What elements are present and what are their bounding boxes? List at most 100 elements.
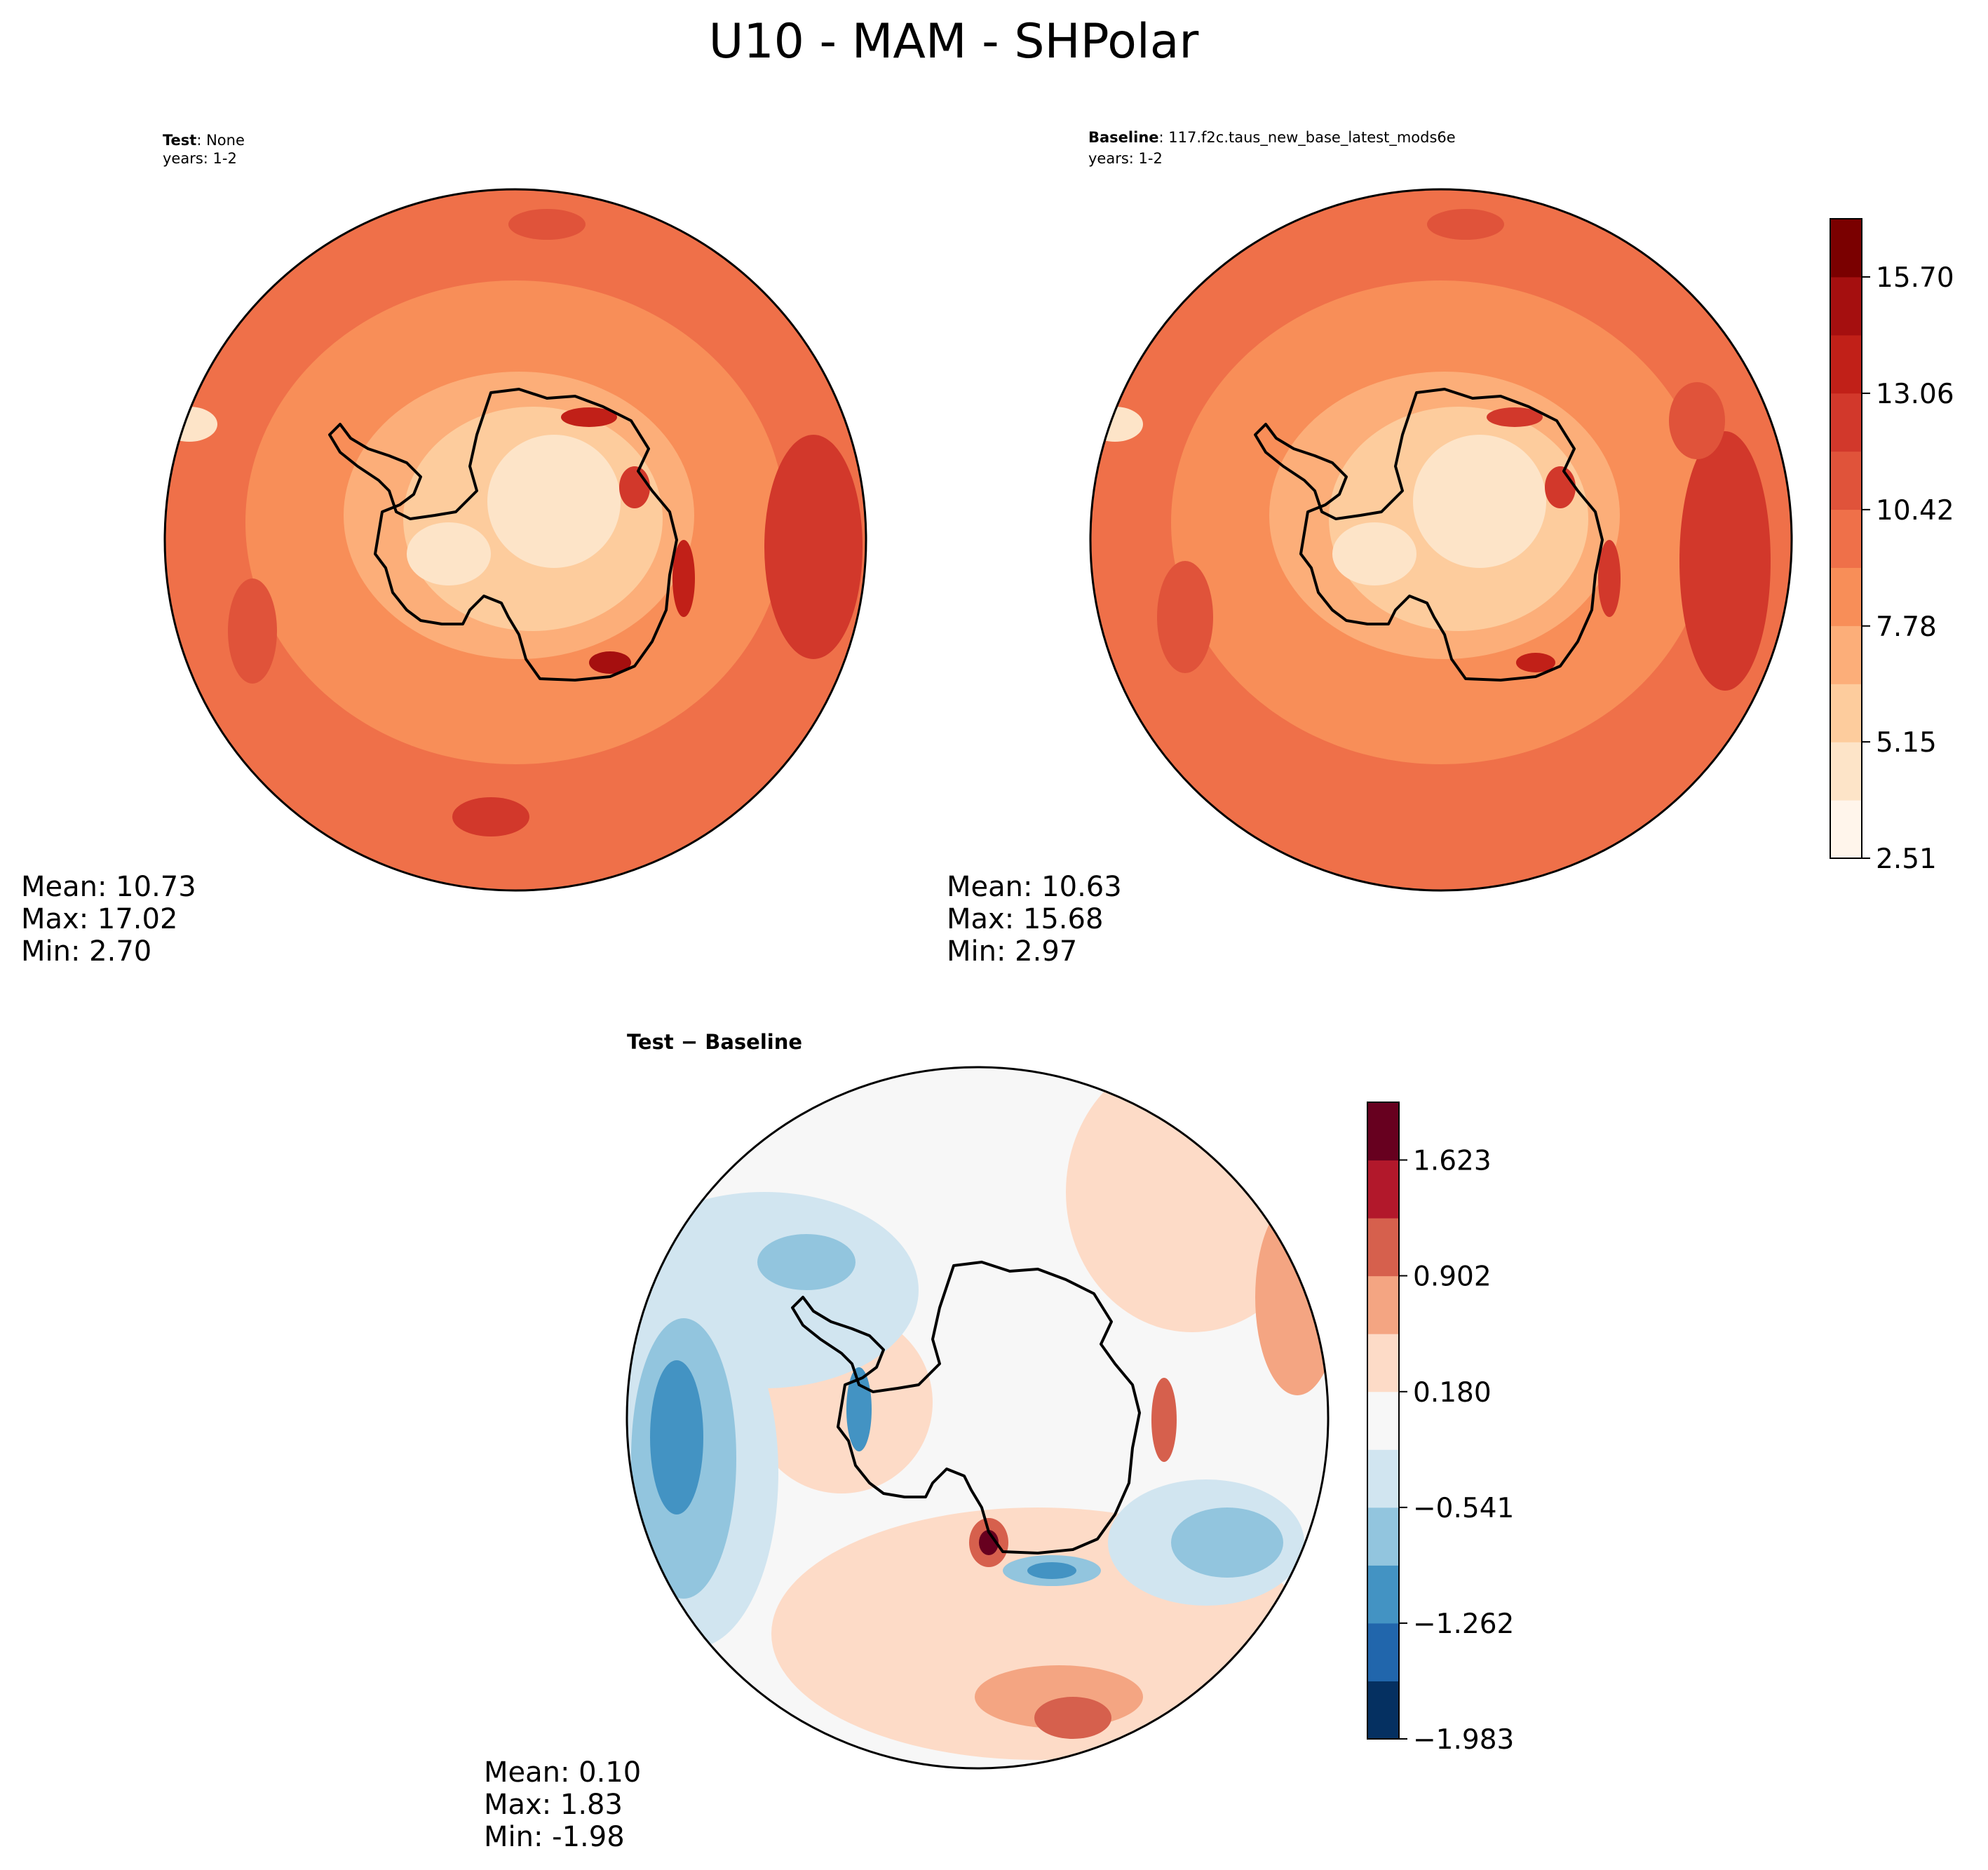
diff-colorbar-ticks: −1.983 −1.262 −0.541 0.180 0.902 1.623 xyxy=(1399,1145,1514,1756)
baseline-ice-shelf xyxy=(1332,522,1416,585)
test-label-bold: Test xyxy=(163,132,196,149)
test-katabatic-3 xyxy=(672,540,695,617)
main-colorbar-tick-label-2: 7.78 xyxy=(1876,611,1937,643)
test-map xyxy=(165,189,866,890)
diff-neg-east-core xyxy=(1171,1507,1283,1578)
main-colorbar-band-3 xyxy=(1830,625,1862,684)
test-katabatic-4 xyxy=(589,651,631,674)
diff-panel: Test − Baseline Mean: 0.10 xyxy=(484,1030,1330,1853)
main-colorbar-band-8 xyxy=(1830,334,1862,394)
test-jet-core-east xyxy=(764,435,863,659)
diff-colorbar-band-0 xyxy=(1367,1681,1399,1740)
diff-colorbar-band-9 xyxy=(1367,1160,1399,1219)
diff-title: Test − Baseline xyxy=(627,1030,802,1054)
main-colorbar-tick-label-0: 2.51 xyxy=(1876,843,1937,875)
diff-stat-mean: Mean: 0.10 xyxy=(484,1756,641,1789)
diff-neg-west-core xyxy=(650,1360,703,1515)
baseline-label-rest: : 117.f2c.taus_new_base_latest_mods6e xyxy=(1159,129,1456,147)
diff-colorbar-band-2 xyxy=(1367,1565,1399,1624)
main-colorbar-band-10 xyxy=(1830,219,1862,278)
diff-colorbar-tick-label-4: 0.902 xyxy=(1413,1261,1492,1292)
test-stats: Mean: 10.73 Max: 17.02 Min: 2.70 xyxy=(21,871,196,968)
test-stat-min: Min: 2.70 xyxy=(21,935,151,968)
main-colorbar-tick-label-4: 13.06 xyxy=(1876,379,1954,410)
test-ice-shelf xyxy=(407,522,491,585)
main-colorbar-band-2 xyxy=(1830,684,1862,743)
diff-colorbar-band-1 xyxy=(1367,1622,1399,1681)
baseline-antarctica-coast xyxy=(1254,388,1604,682)
diff-colorbar-band-6 xyxy=(1367,1334,1399,1393)
svg-text:Test: None: Test: None xyxy=(163,132,245,149)
diff-colorbar-band-3 xyxy=(1367,1507,1399,1566)
baseline-jet-northeast xyxy=(1669,382,1725,459)
svg-text:Baseline: 117.f2c.taus_new_bas: Baseline: 117.f2c.taus_new_base_latest_m… xyxy=(1088,129,1456,147)
test-label-rest: : None xyxy=(196,132,245,149)
main-colorbar-bands xyxy=(1830,219,1862,859)
baseline-jet-core-east xyxy=(1679,431,1771,691)
test-jet-north xyxy=(508,209,586,240)
test-stat-mean: Mean: 10.73 xyxy=(21,871,196,903)
baseline-map-border xyxy=(1089,188,1793,892)
diff-colorbar-tick-label-0: −1.983 xyxy=(1413,1724,1514,1756)
main-colorbar-band-1 xyxy=(1830,742,1862,801)
diff-neg-northwest-core xyxy=(757,1234,856,1290)
diff-map xyxy=(627,1067,1328,1768)
main-colorbar-band-6 xyxy=(1830,451,1862,510)
test-katabatic-1 xyxy=(561,407,617,427)
diff-colorbar-tick-label-2: −0.541 xyxy=(1413,1493,1514,1524)
baseline-stats: Mean: 10.63 Max: 15.68 Min: 2.97 xyxy=(947,871,1122,968)
test-katabatic-2 xyxy=(619,466,650,508)
diff-colorbar-band-10 xyxy=(1367,1102,1399,1161)
main-colorbar-frame xyxy=(1830,218,1862,859)
baseline-plateau-center xyxy=(1413,435,1546,568)
main-colorbar-band-0 xyxy=(1830,800,1862,859)
test-map-border xyxy=(163,188,867,892)
baseline-stat-min: Min: 2.97 xyxy=(947,935,1077,968)
baseline-jet-north xyxy=(1427,209,1504,240)
test-years: years: 1-2 xyxy=(163,150,237,167)
test-jet-west xyxy=(228,578,277,684)
diff-colorbar-band-8 xyxy=(1367,1218,1399,1277)
diff-stat-min: Min: -1.98 xyxy=(484,1821,625,1853)
diff-pos-south-peak xyxy=(1034,1697,1111,1739)
baseline-katabatic-3 xyxy=(1598,540,1621,617)
diff-stat-max: Max: 1.83 xyxy=(484,1789,623,1821)
main-colorbar-tick-label-5: 15.70 xyxy=(1876,262,1954,294)
diff-colorbar-tick-label-5: 1.623 xyxy=(1413,1145,1492,1177)
figure-title: U10 - MAM - SHPolar xyxy=(709,14,1199,69)
diff-colorbar-band-7 xyxy=(1367,1275,1399,1334)
baseline-label-bold: Baseline xyxy=(1088,129,1159,146)
baseline-katabatic-1 xyxy=(1487,407,1543,427)
main-colorbar-tick-label-3: 10.42 xyxy=(1876,495,1954,527)
diff-colorbar-tick-label-3: 0.180 xyxy=(1413,1377,1492,1409)
main-colorbar-tick-label-1: 5.15 xyxy=(1876,727,1937,759)
diff-stats: Mean: 0.10 Max: 1.83 Min: -1.98 xyxy=(484,1756,641,1853)
test-panel: Test: None years: 1-2 Mean: 10.73 Max: 1… xyxy=(21,132,867,968)
main-colorbar-band-7 xyxy=(1830,393,1862,452)
diff-colorbar-frame xyxy=(1367,1102,1400,1740)
diff-colorbar-band-5 xyxy=(1367,1391,1399,1450)
diff-pos-east-coast xyxy=(1151,1378,1177,1462)
diff-neg-coast-south-core xyxy=(1027,1562,1076,1579)
main-colorbar-band-4 xyxy=(1830,567,1862,626)
baseline-stat-mean: Mean: 10.63 xyxy=(947,871,1122,903)
main-colorbar-ticks: 2.51 5.15 7.78 10.42 13.06 15.70 xyxy=(1862,262,1954,875)
diff-antarctica-coast xyxy=(791,1261,1141,1554)
diff-colorbar-bands xyxy=(1367,1102,1399,1740)
diff-colorbar: −1.983 −1.262 −0.541 0.180 0.902 1.623 xyxy=(1367,1102,1514,1756)
test-stat-max: Max: 17.02 xyxy=(21,903,177,935)
baseline-katabatic-2 xyxy=(1545,466,1576,508)
diff-pos-coast-max xyxy=(979,1530,999,1555)
baseline-years: years: 1-2 xyxy=(1088,150,1163,167)
baseline-panel: Baseline: 117.f2c.taus_new_base_latest_m… xyxy=(947,129,1793,968)
baseline-katabatic-4 xyxy=(1516,653,1555,672)
main-colorbar-band-5 xyxy=(1830,509,1862,568)
baseline-stat-max: Max: 15.68 xyxy=(947,903,1103,935)
test-jet-core-south xyxy=(452,797,529,836)
baseline-map xyxy=(1090,189,1792,890)
main-colorbar-band-9 xyxy=(1830,276,1862,336)
baseline-jet-west xyxy=(1157,561,1213,673)
diff-colorbar-band-4 xyxy=(1367,1449,1399,1508)
diff-colorbar-tick-label-1: −1.262 xyxy=(1413,1608,1514,1640)
